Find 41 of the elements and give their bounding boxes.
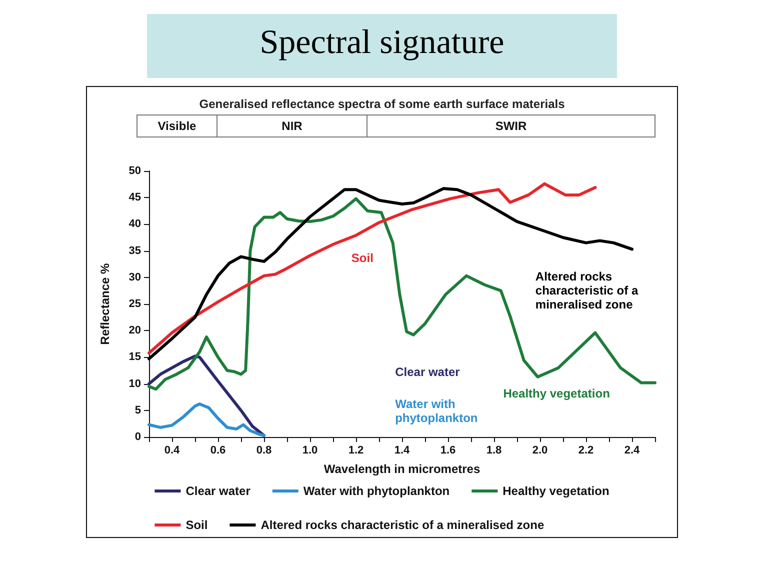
y-tick-label: 45 [128,192,141,204]
text: Visible [158,119,197,133]
y-tick-label: 40 [128,218,141,230]
x-tick-label: 0.8 [256,444,272,456]
y-tick-label: 5 [134,404,141,416]
x-tick-label: 0.4 [164,444,181,456]
text: SWIR [495,119,527,133]
annotation: Clear water [395,365,460,380]
x-tick-label: 2.0 [532,444,548,456]
y-tick-label: 50 [128,165,141,177]
y-axis-title: Reflectance % [98,262,112,345]
x-tick-label: 2.4 [624,444,641,456]
x-tick-label: 1.4 [394,444,411,456]
annotation: Altered rocks characteristic of a mineralised zone [535,269,642,312]
x-tick-label: 2.2 [578,444,594,456]
legend-label: Healthy vegetation [502,484,610,498]
x-tick-label: 1.2 [348,444,364,456]
annotation: Water with phytoplankton [395,397,478,426]
y-tick-label: 35 [128,244,141,257]
chart-subtitle: Generalised reflectance spectra of some earth surface materials [199,97,566,111]
chart-title: Spectral signature [147,14,617,78]
text: NIR [282,119,303,133]
x-tick-label: 1.0 [302,444,318,456]
y-tick-label: 15 [128,351,141,364]
line-series [148,354,266,437]
x-axis-title: Wavelength in micrometres [324,462,480,476]
y-tick-label: 0 [134,431,141,443]
y-tick-label: 25 [128,298,141,310]
x-tick-label: 1.8 [486,444,502,456]
x-tick-label: 0.6 [210,444,226,456]
legend-label: Clear water [186,484,251,498]
annotation: Soil [351,250,374,265]
y-tick-label: 20 [128,324,141,337]
y-tick-label: 10 [128,378,141,390]
y-tick-label: 30 [128,271,141,284]
x-tick-label: 1.6 [440,444,456,456]
line-series [148,402,266,437]
annotation: Healthy vegetation [503,386,610,400]
legend-label: Altered rocks characteristic of a mineralised zone [260,518,544,532]
legend-label: Water with phytoplankton [303,484,450,498]
legend-label: Soil [186,518,208,532]
